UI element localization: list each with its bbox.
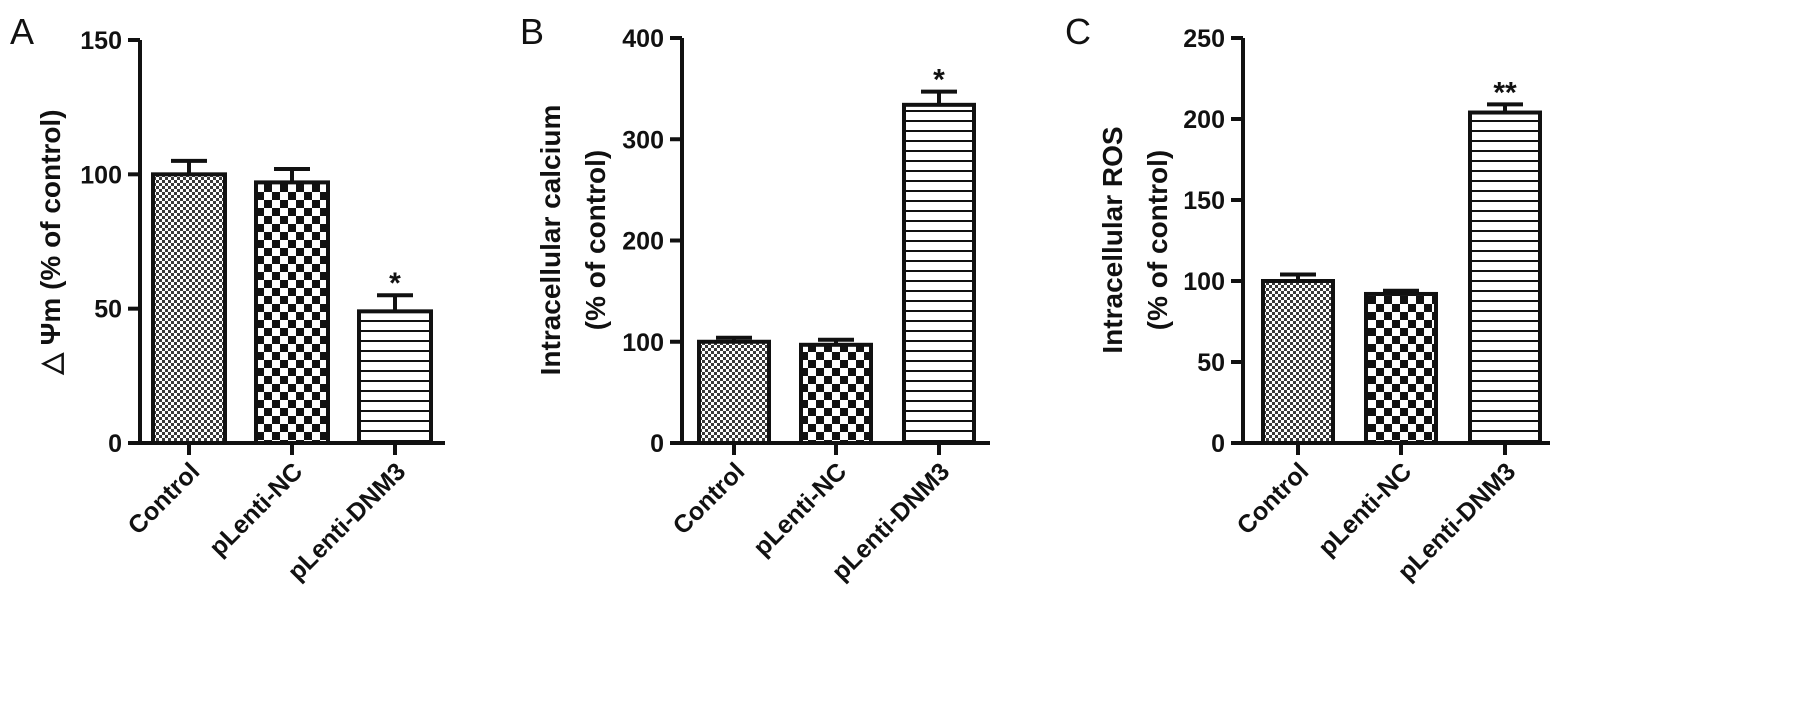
- ticks-c: 0 50 100 150 200 250: [1183, 25, 1243, 458]
- category-label: Control: [668, 457, 751, 540]
- bar: [799, 342, 873, 446]
- ticks-a: 0 50 100 150: [80, 27, 140, 458]
- panel-a: A △ Ψm (% of control) 0 50 100 150 * Contro…: [10, 11, 445, 586]
- y-tick-label: 50: [1197, 349, 1225, 377]
- bars-b: *: [697, 64, 976, 446]
- y-tick-label: 0: [108, 430, 122, 458]
- y-tick-label: 50: [94, 296, 122, 324]
- bar: [1364, 291, 1438, 445]
- y-axis-subtitle-b: (% of control): [580, 150, 611, 330]
- panel-letter-b: B: [520, 11, 544, 52]
- category-label: pLenti-NC: [748, 457, 852, 561]
- panel-letter-c: C: [1065, 11, 1091, 52]
- y-tick-label: 150: [1183, 187, 1225, 215]
- y-axis-title-c: Intracellular ROS: [1097, 126, 1128, 353]
- category-label: Control: [1232, 457, 1315, 540]
- bars-c: **: [1261, 76, 1542, 446]
- y-tick-label: 400: [622, 25, 664, 53]
- y-tick-label: 100: [622, 329, 664, 357]
- ticks-b: 0 100 200 300 400: [622, 25, 682, 458]
- category-label: pLenti-NC: [204, 457, 308, 561]
- y-tick-label: 200: [1183, 106, 1225, 134]
- significance-marker: *: [389, 267, 401, 300]
- y-tick-label: 150: [80, 27, 122, 55]
- significance-marker: **: [1493, 76, 1517, 109]
- bar: [151, 172, 227, 445]
- y-axis-title-b: Intracellular calcium: [535, 105, 566, 376]
- bar: [697, 339, 771, 445]
- significance-marker: *: [933, 64, 945, 97]
- panel-c: C Intracellular ROS (% of control) 0 50 10…: [1065, 11, 1550, 586]
- y-tick-label: 300: [622, 126, 664, 154]
- bar: [254, 180, 330, 445]
- y-tick-label: 0: [1211, 430, 1225, 458]
- bar: [1468, 110, 1542, 446]
- bars-a: *: [151, 158, 433, 445]
- panel-b: B Intracellular calcium (% of control) 0…: [520, 11, 990, 586]
- bar: [357, 309, 433, 445]
- y-axis-subtitle-c: (% of control): [1142, 150, 1173, 330]
- y-tick-label: 200: [622, 228, 664, 256]
- panel-letter-a: A: [10, 11, 34, 52]
- category-label: Control: [123, 457, 206, 540]
- y-axis-title-a: △ Ψm (% of control): [35, 109, 66, 375]
- bar: [902, 102, 976, 445]
- y-tick-label: 100: [80, 161, 122, 189]
- y-tick-label: 0: [650, 430, 664, 458]
- y-tick-label: 250: [1183, 25, 1225, 53]
- bar: [1261, 279, 1335, 445]
- category-label: pLenti-NC: [1313, 457, 1417, 561]
- y-tick-label: 100: [1183, 268, 1225, 296]
